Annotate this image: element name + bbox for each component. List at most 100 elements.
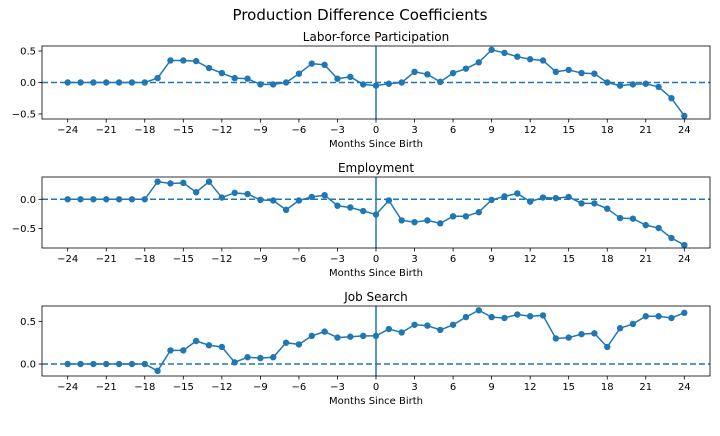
panel-3-data-point (552, 335, 560, 342)
panel-3-data-point (180, 347, 187, 354)
panel-3-x-tick-label: −18 (134, 382, 155, 393)
panel-3-x-tick-label: −12 (211, 382, 232, 393)
panel-2-x-tick-label: 9 (488, 254, 494, 265)
panel-1-data-point (244, 75, 251, 82)
panel-1-data-point (681, 112, 688, 120)
panel-2-data-point (681, 241, 688, 249)
panel-2-x-axis-label: Months Since Birth (329, 268, 423, 279)
panel-2-data-point (655, 224, 662, 232)
panel-3-data-point (372, 332, 380, 340)
panel-3-x-tick-label: 21 (639, 382, 652, 393)
panel-3-data-point (321, 328, 328, 335)
panel-1-data-point (578, 69, 585, 77)
panel-1-x-tick-label: 24 (678, 125, 691, 136)
panel-3-data-point (629, 320, 637, 328)
panel-3-data-point (655, 313, 662, 320)
panel-3-data-point (90, 360, 97, 368)
panel-3-data-point (565, 334, 572, 341)
panel-2-data-point (90, 196, 97, 203)
panel-2-x-tick-label: 12 (524, 254, 537, 265)
panel-3-data-point (295, 341, 303, 348)
panel-3-data-point (282, 339, 290, 346)
panel-1-data-point (616, 82, 624, 89)
panel-3-data-point (115, 360, 123, 368)
panel-2-data-point (64, 196, 71, 203)
panel-1-data-point (270, 81, 277, 88)
panel-2-data-point (514, 190, 521, 197)
panel-2-data-point (167, 180, 174, 187)
panel-2-data-point (668, 234, 675, 242)
panel-1-data-point (334, 75, 341, 82)
panel-3-data-point (270, 354, 277, 361)
panel-2-data-point (115, 196, 123, 203)
panel-2-data-point (552, 194, 560, 202)
panel-2-data-point (642, 221, 649, 229)
panel-2-data-point (437, 220, 444, 227)
panel-3-x-tick-label: −21 (96, 382, 117, 393)
panel-3-data-point (539, 312, 547, 319)
panel-1-x-tick-label: 9 (488, 125, 494, 136)
panel-2-data-point (424, 217, 431, 224)
panel-1-data-point (501, 49, 508, 57)
panel-3-y-tick-label: 0.5 (20, 317, 36, 328)
panel-3-x-tick-label: −24 (57, 382, 78, 393)
panel-3-x-axis-label: Months Since Birth (329, 396, 423, 407)
panel-3-x-tick-label: 0 (373, 382, 379, 393)
panel-1-data-point (372, 82, 380, 89)
panel-1-data-point (218, 69, 226, 77)
panel-3-x-tick-label: 3 (411, 382, 417, 393)
panel-2-data-point (205, 178, 213, 185)
panel-1-data-point (526, 56, 534, 63)
panel-2-x-tick-label: −24 (57, 254, 78, 265)
panel-3-data-point (398, 329, 405, 336)
panel-1-x-tick-label: 21 (639, 125, 652, 136)
panel-3-x-tick-label: −6 (292, 382, 307, 393)
panel-2-x-tick-label: −9 (253, 254, 268, 265)
panel-2-data-point (372, 211, 380, 218)
panel-1-x-tick-label: −24 (57, 125, 78, 136)
panel-1-data-point (167, 57, 174, 64)
panel-2-data-point (154, 178, 161, 185)
panel-1-data-point (308, 60, 315, 67)
panel-1-data-point (64, 79, 71, 86)
panel-3-title: Job Search (343, 290, 408, 304)
panel-1-data-point (462, 65, 470, 72)
panel-3-data-point (681, 309, 688, 317)
panel-1-data-point (655, 83, 662, 91)
panel-2-x-tick-label: −6 (292, 254, 307, 265)
panel-2-x-tick-label: −3 (330, 254, 345, 265)
panel-3-data-point (475, 307, 482, 314)
panel-1-data-point (642, 80, 649, 87)
panel-1-title: Labor-force Participation (303, 30, 449, 44)
panel-3-data-point (424, 322, 431, 329)
panel-1-x-tick-label: 0 (373, 125, 379, 136)
panel-3-x-tick-label: 6 (450, 382, 456, 393)
panel-3-data-point (103, 360, 110, 368)
panel-2-data-point (282, 206, 290, 214)
panel-3-data-point (218, 343, 226, 351)
panel-2-data-point (231, 189, 238, 197)
panel-2-data-point (103, 196, 110, 203)
panel-3-x-tick-label: 9 (488, 382, 494, 393)
panel-3-data-point (514, 311, 521, 318)
panel-2-data-point (180, 179, 187, 187)
panel-3-x-tick-label: 15 (562, 382, 575, 393)
panel-1-data-point (231, 74, 238, 82)
panel-3-data-point (526, 313, 534, 320)
panel-1-y-tick-label: 0.0 (20, 78, 36, 89)
panel-1-x-tick-label: −12 (211, 125, 232, 136)
panel-2-y-tick-label: 0.0 (20, 195, 36, 206)
panel-3-data-point (192, 337, 200, 345)
panel-1-data-point (565, 66, 572, 74)
panel-2-data-point (462, 213, 470, 220)
panel-2-data-point (449, 213, 457, 220)
panel-1-y-tick-label: −0.5 (12, 109, 36, 120)
panel-2-data-point (539, 194, 547, 201)
panel-3-x-tick-label: 18 (601, 382, 614, 393)
panel-2-data-point (501, 193, 508, 200)
panel-1-data-point (141, 79, 148, 86)
panel-3-data-point (501, 314, 508, 322)
panel-1-data-point (257, 81, 264, 88)
panel-1-data-point (192, 57, 200, 65)
panel-2-data-point (334, 202, 341, 209)
